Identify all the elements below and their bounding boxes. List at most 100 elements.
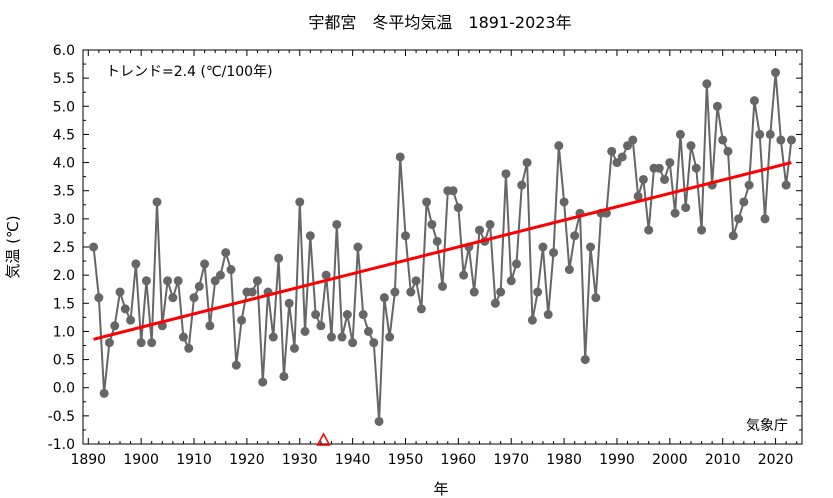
data-point (501, 169, 511, 179)
y-tick-label: 4.0 (53, 156, 75, 172)
data-point (475, 225, 485, 235)
data-point (406, 287, 416, 297)
data-point (527, 315, 537, 325)
data-point (739, 197, 749, 207)
data-point (168, 293, 178, 303)
data-point (332, 219, 342, 229)
data-point (533, 287, 543, 297)
data-point (654, 163, 664, 173)
data-point (749, 96, 759, 106)
data-point (712, 101, 722, 111)
data-point (210, 276, 220, 286)
x-tick-label: 1960 (441, 452, 477, 468)
data-point (284, 298, 294, 308)
data-point (321, 270, 331, 280)
data-point (395, 152, 405, 162)
data-point (104, 338, 114, 348)
data-point (348, 338, 358, 348)
data-point (326, 332, 336, 342)
plot-frame (82, 49, 803, 445)
data-point (543, 310, 553, 320)
y-tick-label: 2.5 (53, 240, 75, 256)
data-point (765, 129, 775, 139)
x-tick-label: 2000 (652, 452, 688, 468)
data-point (390, 287, 400, 297)
data-point (416, 304, 426, 314)
data-point (126, 315, 136, 325)
data-point (781, 180, 791, 190)
data-point (163, 276, 173, 286)
data-point (358, 310, 368, 320)
data-point (628, 135, 638, 145)
trend-label: トレンド=2.4 (℃/100年) (106, 64, 273, 80)
data-point (374, 416, 384, 426)
data-point (490, 298, 500, 308)
data-point (215, 270, 225, 280)
data-point (644, 225, 654, 235)
x-tick-label: 1900 (123, 452, 159, 468)
data-point (633, 191, 643, 201)
data-point (506, 276, 516, 286)
data-point (570, 231, 580, 241)
data-point (379, 293, 389, 303)
data-point (786, 135, 796, 145)
data-point (369, 338, 379, 348)
data-point (702, 79, 712, 89)
data-point (512, 259, 522, 269)
data-point (189, 293, 199, 303)
data-point (231, 360, 241, 370)
data-point (453, 203, 463, 213)
data-point (110, 321, 120, 331)
y-tick-label: 4.5 (53, 127, 75, 143)
data-point (612, 158, 622, 168)
data-point (147, 338, 157, 348)
data-point (353, 242, 363, 252)
data-point (469, 287, 479, 297)
data-point (385, 332, 395, 342)
y-tick-label: 2.0 (53, 268, 75, 284)
y-tick-label: -0.5 (48, 409, 75, 425)
data-point (697, 225, 707, 235)
data-point (718, 135, 728, 145)
data-point (517, 180, 527, 190)
data-point (400, 231, 410, 241)
chart-title: 宇都宮 冬平均気温 1891-2023年 (308, 13, 571, 32)
data-point (691, 163, 701, 173)
data-point (607, 146, 617, 156)
data-point (496, 287, 506, 297)
x-tick-label: 1980 (546, 452, 582, 468)
data-point (771, 68, 781, 78)
series-line (92, 72, 793, 422)
plot-area: -1.0 -0.5 0.0 0.5 1.0 1.5 2.0 2.5 3.0 3.5 4.0 4.5 5.… (48, 43, 803, 468)
data-point (252, 276, 262, 286)
y-tick-label: 0.0 (53, 381, 75, 397)
data-point (342, 310, 352, 320)
y-tick-label: 1.0 (53, 324, 75, 340)
data-point (152, 197, 162, 207)
data-point (485, 219, 495, 229)
y-tick-label: 0.5 (53, 353, 75, 369)
data-point (681, 203, 691, 213)
data-point (300, 326, 310, 336)
data-point (237, 315, 247, 325)
data-point (448, 186, 458, 196)
y-tick-label: 3.0 (53, 212, 75, 228)
data-point (760, 214, 770, 224)
data-point (120, 304, 130, 314)
data-point (268, 332, 278, 342)
data-point (411, 276, 421, 286)
data-point (638, 174, 648, 184)
data-point (141, 276, 151, 286)
data-point (363, 326, 373, 336)
y-tick-label: 5.5 (53, 71, 75, 87)
data-point (173, 276, 183, 286)
data-point (591, 293, 601, 303)
data-point (559, 197, 569, 207)
data-point (94, 293, 104, 303)
data-point (744, 180, 754, 190)
data-point (131, 259, 141, 269)
data-point (99, 388, 109, 398)
x-tick-label: 2020 (758, 452, 794, 468)
source-label: 気象庁 (746, 418, 788, 434)
trend-line (93, 161, 792, 341)
